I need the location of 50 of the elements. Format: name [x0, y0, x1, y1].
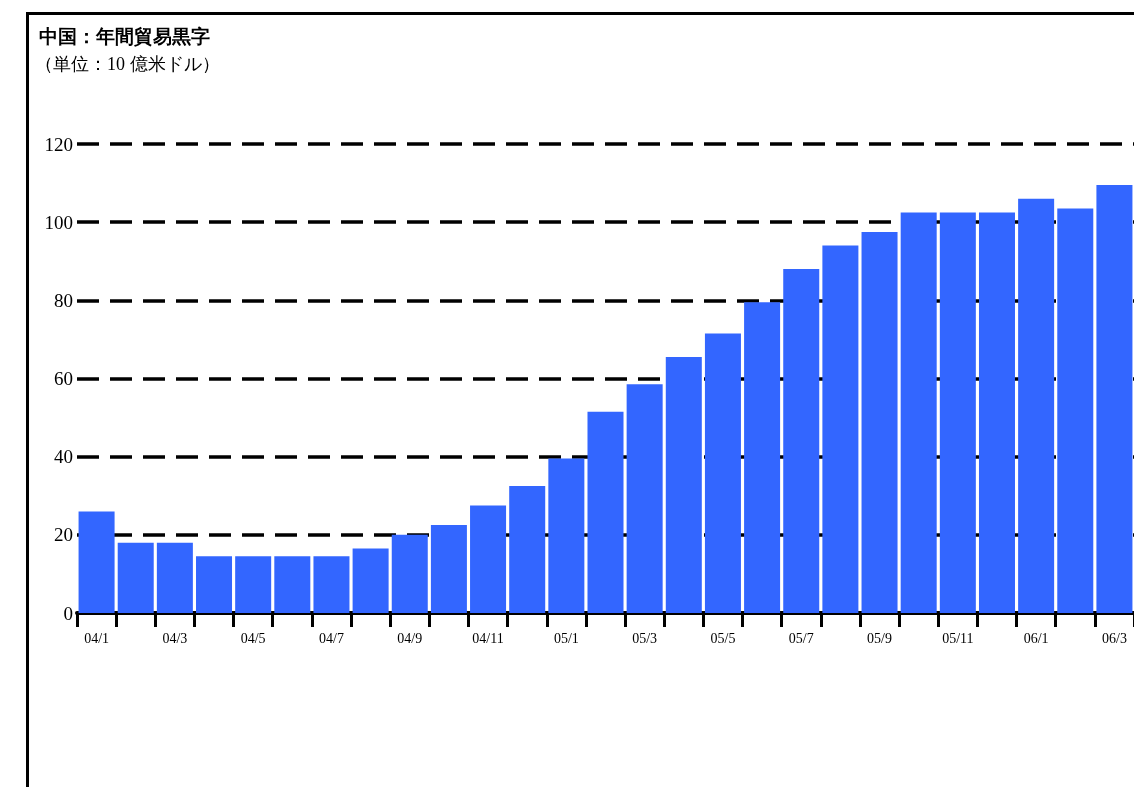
bar	[1018, 198, 1055, 613]
x-tick-label: 04/5	[240, 630, 266, 646]
bar	[822, 245, 859, 613]
y-tick-label: 20	[54, 524, 73, 546]
bar	[626, 384, 663, 613]
bar	[313, 556, 350, 613]
bar	[704, 333, 741, 613]
bar	[744, 302, 781, 613]
x-tick-label: 05/7	[788, 630, 814, 646]
bar	[391, 534, 428, 613]
x-tick-label: 05/9	[867, 630, 892, 646]
x-tick-label: 04/11	[472, 630, 504, 646]
bar	[352, 548, 389, 613]
bar	[1096, 185, 1133, 613]
y-tick-label: 80	[54, 289, 73, 311]
bar	[900, 212, 937, 613]
bar	[939, 212, 976, 613]
x-tick-label: 05/3	[632, 630, 658, 646]
bar	[861, 231, 898, 613]
bar	[430, 525, 467, 613]
x-tick-label: 06/3	[1101, 630, 1127, 646]
bar	[78, 511, 115, 613]
bar	[509, 485, 546, 613]
x-tick-label: 04/1	[84, 630, 110, 646]
bar	[548, 458, 585, 613]
bar	[665, 357, 702, 613]
chart-subtitle: （単位：10 億米ドル）	[35, 54, 220, 74]
bar	[587, 411, 624, 613]
bar	[978, 212, 1015, 613]
y-tick-label: 0	[63, 602, 73, 624]
x-tick-label: 05/1	[553, 630, 579, 646]
bar	[117, 542, 154, 613]
y-tick-label: 60	[54, 368, 73, 389]
bar	[470, 505, 507, 613]
x-tick-label: 05/11	[942, 630, 974, 646]
x-tick-label: 04/9	[397, 630, 423, 646]
y-tick-label: 100	[44, 211, 73, 233]
bar	[1057, 208, 1094, 613]
bar	[235, 556, 272, 613]
x-tick-label: 04/7	[319, 630, 344, 646]
bar	[156, 542, 193, 613]
x-tick-label: 04/3	[162, 630, 188, 646]
bar	[196, 556, 233, 613]
x-tick-label: 06/1	[1023, 630, 1049, 646]
y-tick-label: 120	[44, 133, 73, 155]
chart-title: 中国：年間貿易黒字	[39, 26, 210, 47]
bar	[783, 269, 820, 613]
y-tick-label: 40	[54, 446, 73, 468]
bar	[274, 556, 311, 613]
x-tick-label: 05/5	[710, 630, 736, 646]
